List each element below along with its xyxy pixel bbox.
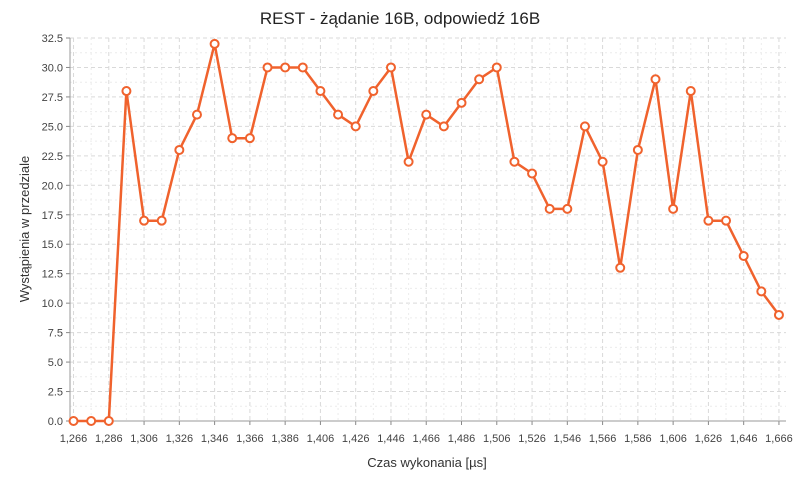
data-point [438,121,449,132]
data-point [280,62,291,73]
x-tick-label: 1,606 [659,433,687,445]
y-tick-label: 32.5 [42,33,63,45]
y-tick-label: 2.5 [48,387,63,399]
y-tick-label: 0.0 [48,416,63,428]
x-tick-label: 1,366 [236,433,264,445]
x-tick-label: 1,386 [271,433,299,445]
data-point [333,109,344,120]
x-tick-label: 1,646 [730,433,758,445]
y-tick-label: 10.0 [42,298,63,310]
data-point [579,121,590,132]
series [68,38,784,426]
data-point [721,215,732,226]
y-tick-label: 27.5 [42,92,63,104]
x-tick-label: 1,446 [377,433,405,445]
y-axis-label: Wystąpienia w przedziale [17,156,32,303]
data-point [139,215,150,226]
data-point [244,133,255,144]
y-tick-label: 7.5 [48,328,63,340]
data-point [68,416,79,426]
x-tick-label: 1,486 [448,433,476,445]
data-point [86,416,97,426]
data-point [773,309,784,320]
x-tick-label: 1,586 [624,433,652,445]
data-point [615,262,626,273]
data-point [350,121,361,132]
y-tick-label: 17.5 [42,210,63,222]
x-tick-label: 1,666 [765,433,793,445]
data-point [509,156,520,167]
data-point [685,86,696,97]
y-tick-label: 30.0 [42,62,63,74]
data-point [650,74,661,85]
x-tick-label: 1,286 [95,433,123,445]
x-axis-label: Czas wykonania [µs] [367,455,486,470]
data-point [385,62,396,73]
data-point [491,62,502,73]
data-point [209,38,220,49]
data-point [297,62,308,73]
data-point [562,203,573,214]
x-tick-label: 1,406 [307,433,335,445]
data-point [421,109,432,120]
y-tick-label: 5.0 [48,357,63,369]
x-tick-label: 1,426 [342,433,370,445]
x-tick-label: 1,266 [60,433,88,445]
data-point [668,203,679,214]
data-point [632,144,643,155]
data-point [756,286,767,297]
grid [70,37,786,421]
data-point [174,144,185,155]
data-point [703,215,714,226]
x-tick-label: 1,546 [554,433,582,445]
data-point [103,416,114,426]
data-point [121,86,132,97]
data-point [527,168,538,179]
x-tick-label: 1,306 [130,433,158,445]
x-tick-label: 1,346 [201,433,229,445]
data-point [262,62,273,73]
x-tick-label: 1,526 [518,433,546,445]
x-tick-label: 1,626 [695,433,723,445]
chart-title: REST - żądanie 16B, odpowiedź 16B [260,9,540,28]
series-line [73,42,780,423]
x-tick-label: 1,506 [483,433,511,445]
y-tick-label: 12.5 [42,269,63,281]
data-point [474,74,485,85]
data-point [597,156,608,167]
y-tick-label: 25.0 [42,121,63,133]
x-tick-label: 1,466 [412,433,440,445]
tick-labels: 0.0 2.5 5.0 7.5 10.0 12.5 15.0 17.5 20.0 22.5 25.0… [42,33,793,445]
data-point [191,109,202,120]
data-point [544,203,555,214]
data-point [456,97,467,108]
data-point [315,86,326,97]
x-tick-label: 1,326 [166,433,194,445]
data-point [227,133,238,144]
data-point [368,86,379,97]
y-tick-label: 20.0 [42,180,63,192]
y-tick-label: 15.0 [42,239,63,251]
x-tick-label: 1,566 [589,433,617,445]
data-point [156,215,167,226]
y-tick-label: 22.5 [42,151,63,163]
data-point [403,156,414,167]
data-point [738,251,749,262]
